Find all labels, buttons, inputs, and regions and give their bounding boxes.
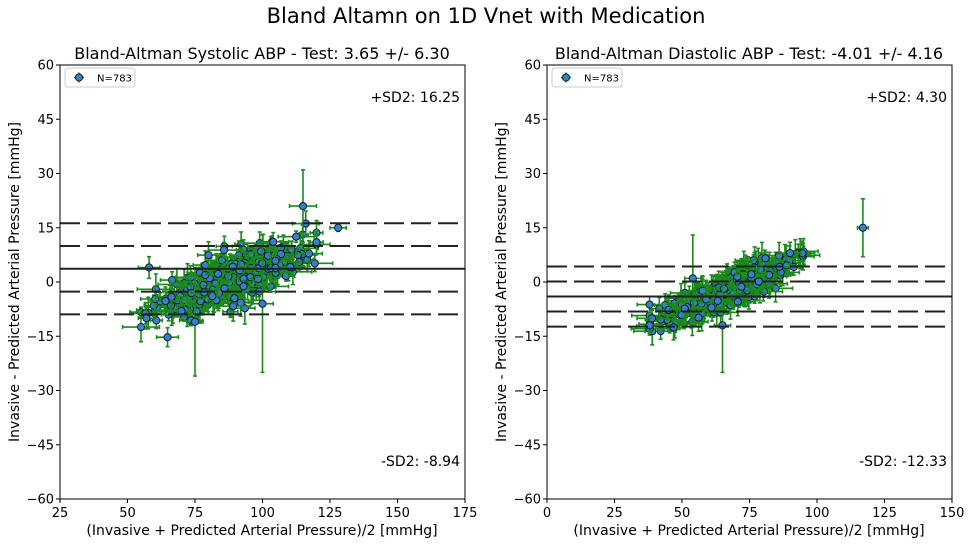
systolic-xtick-label: 75: [187, 506, 204, 521]
diastolic-points: [630, 198, 870, 374]
systolic-ticks: 25 50 75 100 125 150 175 −60 −45 −30 −15 0 15 30 45 60: [27, 59, 478, 522]
systolic-data-point: [155, 326, 180, 348]
systolic-plot-area: [60, 169, 465, 377]
diastolic-ticks: 0 25 50 75 100 125 150 −60 −45 −30 −15 0 15 30 45 60: [514, 59, 965, 522]
diastolic-lower-sd2-label: -SD2: -12.33: [859, 454, 947, 470]
systolic-legend: N=783: [64, 67, 136, 88]
diastolic-xtick-label: 100: [805, 506, 830, 521]
systolic-panel: Bland-Altman Systolic ABP - Test: 3.65 +…: [7, 44, 477, 539]
diastolic-ylabel: Invasive - Predicted Arterial Pressure […: [494, 122, 510, 442]
systolic-outlier-point: [329, 223, 348, 233]
systolic-xtick-label: 50: [119, 506, 136, 521]
diastolic-ytick-label: −60: [514, 493, 541, 508]
systolic-xlabel: (Invasive + Predicted Arterial Pressure)…: [86, 523, 437, 539]
systolic-ytick-label: −60: [27, 493, 54, 508]
diastolic-xtick-label: 50: [674, 506, 691, 521]
systolic-xtick-label: 175: [453, 506, 478, 521]
diastolic-outlier-point: [856, 198, 870, 258]
systolic-ylabel: Invasive - Predicted Arterial Pressure […: [7, 122, 23, 442]
diastolic-ytick-label: −15: [514, 330, 541, 345]
diastolic-data-point: [671, 301, 693, 329]
diastolic-ytick-label: −45: [514, 438, 541, 453]
systolic-points: [121, 169, 348, 377]
diastolic-outlier-point: [683, 234, 702, 323]
systolic-outlier-point: [186, 266, 204, 377]
diastolic-data-point: [735, 259, 768, 289]
diastolic-xtick-label: 75: [741, 506, 758, 521]
diastolic-legend: N=783: [551, 67, 623, 88]
diastolic-legend-label: N=783: [584, 74, 619, 85]
diastolic-plot-area: [547, 198, 952, 374]
systolic-data-point: [294, 239, 324, 268]
systolic-xtick-label: 125: [318, 506, 343, 521]
systolic-data-point: [227, 279, 260, 293]
diastolic-ytick-label: 45: [524, 113, 541, 128]
systolic-data-point: [215, 290, 252, 322]
systolic-ytick-label: 15: [37, 221, 54, 236]
diastolic-xtick-label: 150: [940, 506, 965, 521]
systolic-data-point: [121, 311, 161, 343]
diastolic-xtick-label: 0: [543, 506, 551, 521]
diastolic-ytick-label: 0: [533, 276, 541, 291]
diastolic-panel: Bland-Altman Diastolic ABP - Test: -4.01…: [494, 44, 964, 539]
diastolic-xlabel: (Invasive + Predicted Arterial Pressure)…: [573, 523, 924, 539]
systolic-legend-marker: [74, 72, 84, 83]
diastolic-reference-lines: [547, 265, 952, 328]
systolic-title: Bland-Altman Systolic ABP - Test: 3.65 +…: [74, 44, 450, 63]
systolic-legend-label: N=783: [97, 74, 132, 85]
diastolic-legend-box: [551, 67, 623, 88]
diastolic-xtick-label: 125: [872, 506, 897, 521]
systolic-upper-sd2-label: +SD2: 16.25: [370, 90, 460, 106]
systolic-xtick-label: 150: [385, 506, 410, 521]
systolic-data-point: [277, 230, 315, 244]
systolic-ytick-label: −15: [27, 330, 54, 345]
diastolic-outlier-point: [778, 241, 802, 265]
systolic-lower-sd2-label: -SD2: -8.94: [381, 454, 460, 470]
systolic-ytick-label: 0: [46, 276, 54, 291]
systolic-legend-box: [64, 67, 136, 88]
systolic-xtick-label: 25: [52, 506, 69, 521]
systolic-ytick-label: 45: [37, 113, 54, 128]
diastolic-data-point: [754, 251, 777, 266]
diastolic-data-point: [728, 279, 755, 295]
diastolic-ytick-label: 60: [524, 59, 541, 74]
diastolic-xtick-label: 25: [606, 506, 623, 521]
diastolic-ytick-label: 30: [524, 167, 541, 182]
diastolic-legend-marker: [561, 72, 571, 83]
figure-suptitle: Bland Altamn on 1D Vnet with Medication: [267, 4, 706, 28]
systolic-data-point: [149, 286, 182, 316]
diastolic-ytick-label: 15: [524, 221, 541, 236]
diastolic-data-point: [668, 298, 701, 319]
systolic-outlier-point: [288, 169, 318, 244]
systolic-reference-lines: [60, 222, 465, 316]
systolic-ytick-label: 30: [37, 167, 54, 182]
diastolic-title: Bland-Altman Diastolic ABP - Test: -4.01…: [555, 44, 943, 63]
systolic-xtick-label: 100: [250, 506, 275, 521]
diastolic-ytick-label: −30: [514, 384, 541, 399]
systolic-data-point: [256, 231, 290, 252]
systolic-ytick-label: 60: [37, 59, 54, 74]
systolic-ytick-label: −45: [27, 438, 54, 453]
systolic-ytick-label: −30: [27, 384, 54, 399]
systolic-data-point: [205, 260, 231, 287]
systolic-outlier-point: [250, 234, 275, 374]
diastolic-upper-sd2-label: +SD2: 4.30: [866, 90, 947, 106]
